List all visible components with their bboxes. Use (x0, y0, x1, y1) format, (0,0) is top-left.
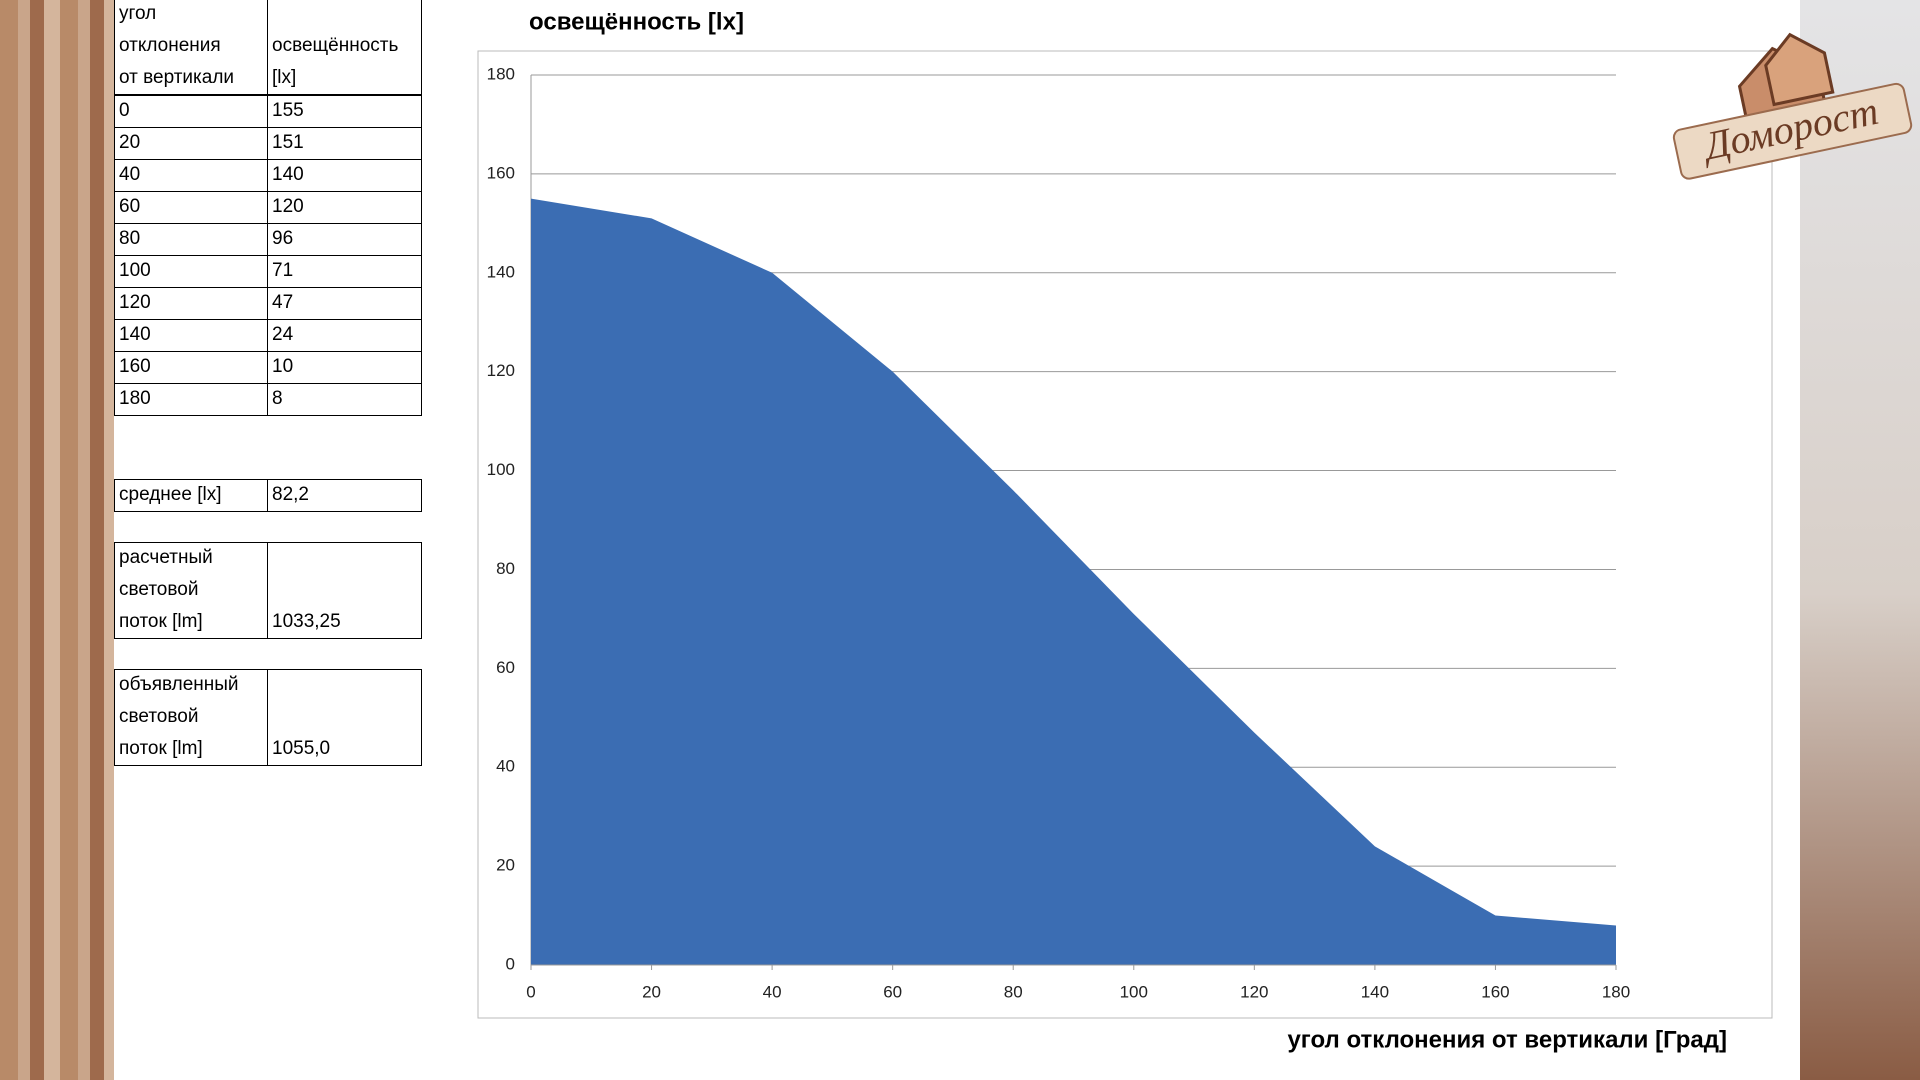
cell-text: 71 (272, 260, 294, 281)
y-tick-label: 80 (496, 559, 515, 578)
x-tick-label: 80 (1004, 982, 1023, 1001)
cell-text: 100 (119, 260, 151, 281)
chart-title: освещённость [lx] (529, 8, 744, 35)
summary-label: расчетный световой поток [lm] (114, 542, 268, 639)
y-tick-label: 40 (496, 757, 515, 776)
cell-text: 160 (119, 356, 151, 377)
cell-text: 1033,25 (272, 611, 341, 632)
header-value: освещённость [lx] (267, 0, 422, 95)
cell-text: 155 (272, 100, 304, 121)
summary-label: объявленный световой поток [lm] (114, 669, 268, 766)
summary-value: 1055,0 (267, 669, 422, 766)
cell-text: расчетный (119, 547, 213, 568)
cell-text: 47 (272, 292, 294, 313)
cell-text: 1055,0 (272, 738, 331, 759)
y-tick-label: 100 (487, 460, 515, 479)
x-tick-label: 140 (1361, 982, 1389, 1001)
y-tick-label: 0 (506, 954, 515, 973)
row-value: 8 (267, 383, 422, 416)
cell-text: 180 (119, 388, 151, 409)
cell-text: 120 (272, 196, 304, 217)
cell-text: 96 (272, 228, 294, 249)
x-tick-label: 180 (1602, 982, 1630, 1001)
summary-value: 1033,25 (267, 542, 422, 639)
x-tick-label: 20 (642, 982, 661, 1001)
cell-text: 10 (272, 356, 294, 377)
y-tick-label: 180 (487, 64, 515, 83)
cell-text: 140 (119, 324, 151, 345)
x-tick-label: 160 (1481, 982, 1509, 1001)
x-tick-label: 60 (883, 982, 902, 1001)
x-tick-label: 40 (763, 982, 782, 1001)
logo: Доморост (1672, 32, 1913, 180)
header-label: угол отклонения от вертикали (114, 0, 268, 95)
y-tick-label: 60 (496, 658, 515, 677)
cell-text: 82,2 (272, 484, 309, 505)
background-right (1800, 0, 1920, 1080)
cell-text: объявленный (119, 674, 239, 695)
cell-text: 140 (272, 164, 304, 185)
x-tick-label: 120 (1240, 982, 1268, 1001)
y-tick-label: 20 (496, 856, 515, 875)
cell-text: [lx] (272, 67, 297, 88)
cell-text: 151 (272, 132, 304, 153)
cell-text: 60 (119, 196, 141, 217)
cell-text: угол (119, 3, 157, 24)
cell-text: 40 (119, 164, 141, 185)
area (531, 198, 1616, 966)
x-tick-label: 100 (1120, 982, 1148, 1001)
cell-text: среднее [lx] (119, 484, 222, 505)
cell-text: 0 (119, 100, 130, 121)
cell-text: 80 (119, 228, 141, 249)
cell-text: поток [lm] (119, 611, 203, 632)
cell-text: от вертикали (119, 67, 235, 88)
cell-text: 120 (119, 292, 151, 313)
background-left (0, 0, 114, 1080)
cell-text: освещённость (272, 35, 399, 56)
cell-text: 24 (272, 324, 294, 345)
x-tick-label: 0 (526, 982, 535, 1001)
summary-value: 82,2 (267, 479, 422, 512)
chart-frame (477, 50, 1773, 1019)
cell-text: 20 (119, 132, 141, 153)
y-tick-label: 160 (487, 163, 515, 182)
x-axis-label: угол отклонения от вертикали [Град] (1287, 1026, 1727, 1053)
cell-text: отклонения (119, 35, 221, 56)
cell-text: световой (119, 706, 199, 727)
cell-text: световой (119, 579, 199, 600)
cell-text: поток [lm] (119, 738, 203, 759)
y-tick-label: 140 (487, 262, 515, 281)
y-tick-label: 120 (487, 361, 515, 380)
cell-text: 8 (272, 388, 283, 409)
